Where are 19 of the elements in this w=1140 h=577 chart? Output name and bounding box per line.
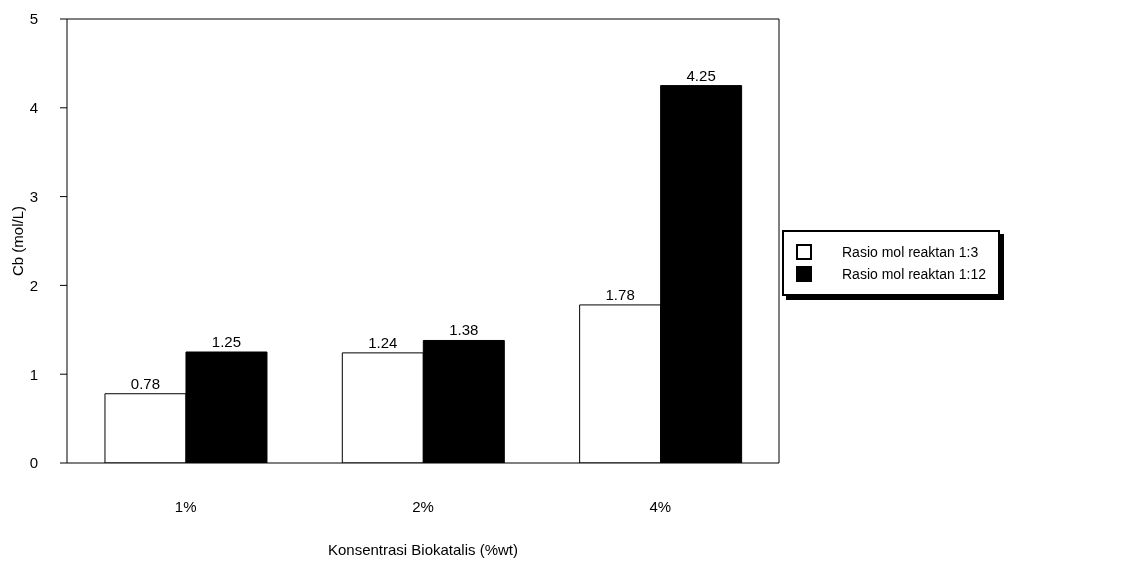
y-tick-label: 3 — [29, 187, 38, 205]
x-tick-label: 4% — [649, 497, 672, 515]
data-label: 1.38 — [449, 321, 479, 339]
data-label: 0.78 — [130, 374, 161, 392]
y-tick-label: 5 — [29, 10, 38, 28]
x-axis-title: Konsentrasi Biokatalis (%wt) — [327, 541, 519, 558]
x-tick-label: 1% — [174, 497, 197, 515]
y-tick-label: 4 — [29, 99, 38, 117]
y-axis-title: Cb (mol/L) — [9, 205, 27, 277]
legend-label: Rasio mol reaktan 1:3 — [842, 243, 979, 260]
data-label: 1.25 — [211, 333, 242, 350]
legend-label: Rasio mol reaktan 1:12 — [842, 265, 986, 282]
data-label: 1.24 — [368, 333, 398, 351]
y-tick-label: 0 — [29, 454, 38, 472]
x-tick-label: 2% — [412, 497, 434, 515]
y-tick-label: 2 — [29, 276, 38, 294]
y-tick-label: 1 — [29, 365, 38, 383]
data-label: 4.25 — [686, 66, 716, 84]
data-label: 1.78 — [605, 285, 635, 303]
